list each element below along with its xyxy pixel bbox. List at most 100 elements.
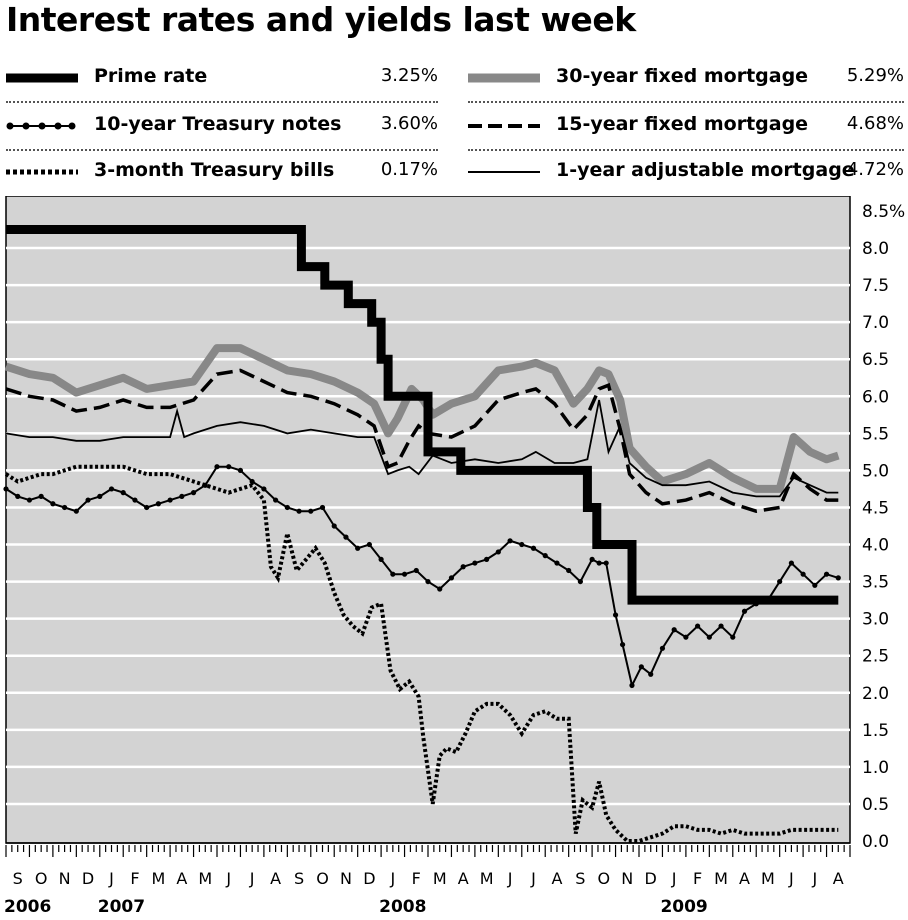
- x-tick-label: F: [130, 869, 139, 888]
- legend-swatch-m15: [468, 124, 540, 128]
- data-point-t10: [603, 560, 609, 566]
- data-point-t10: [638, 664, 644, 670]
- x-tick-label: O: [35, 869, 48, 888]
- x-tick-label: J: [671, 869, 677, 888]
- legend-label-arm1: 1-year adjustable mortgage: [556, 159, 855, 181]
- data-point-t10: [823, 571, 830, 577]
- series-line-m30: [4, 344, 840, 493]
- x-tick-label: D: [645, 869, 657, 888]
- data-point-t10: [484, 556, 490, 562]
- data-point-t10: [85, 497, 91, 503]
- legend-value-t3m: 0.17%: [380, 159, 438, 180]
- data-point-t10: [108, 486, 115, 492]
- x-tick-label: J: [811, 869, 817, 888]
- data-point-t10: [800, 571, 806, 577]
- legend-label-prime: Prime rate: [94, 65, 208, 87]
- legend-label-m15: 15-year fixed mortgage: [556, 113, 809, 135]
- data-point-t10: [331, 523, 337, 529]
- data-point-t10: [542, 553, 548, 559]
- legend-divider: [468, 101, 904, 103]
- data-point-t10: [15, 493, 21, 499]
- plot-background: [5, 196, 851, 844]
- data-point-t10: [284, 504, 290, 511]
- y-tick-label: 2.5: [862, 647, 889, 667]
- legend-value-prime: 3.25%: [380, 65, 438, 86]
- data-point-t10: [788, 560, 794, 566]
- data-point-t10: [167, 497, 173, 503]
- legend-label-t3m: 3-month Treasury bills: [94, 159, 335, 181]
- chart-title: Interest rates and yields last week: [6, 0, 636, 39]
- data-point-t10: [343, 534, 349, 540]
- data-point-t10: [226, 464, 232, 470]
- x-tick-label: A: [739, 869, 750, 888]
- data-point-t10: [730, 634, 736, 640]
- data-point-t10: [577, 578, 583, 585]
- data-point-t10: [73, 508, 79, 514]
- data-point-t10: [401, 571, 408, 577]
- data-point-t10: [190, 490, 197, 496]
- data-point-t10: [202, 482, 208, 488]
- data-point-t10: [695, 623, 701, 629]
- data-point-t10: [741, 608, 748, 614]
- x-tick-label: M: [198, 869, 212, 888]
- legend-item-t3m: 3-month Treasury bills 0.17%: [6, 150, 438, 194]
- legend-swatch-prime: [6, 73, 78, 83]
- x-tick-label: D: [82, 869, 94, 888]
- legend-item-m15: 15-year fixed mortgage 4.68%: [468, 104, 904, 148]
- y-tick-label: 1.5: [862, 721, 889, 741]
- data-point-t10: [237, 467, 244, 474]
- y-tick-label: 5.0: [862, 461, 889, 481]
- data-point-t10: [366, 541, 372, 548]
- data-point-t10: [495, 549, 501, 555]
- y-tick-label: 8.5%: [862, 202, 905, 222]
- data-point-t10: [448, 575, 455, 581]
- legend-item-t10: 10-year Treasury notes 3.60%: [6, 104, 438, 148]
- x-year-label: 2006: [4, 897, 51, 917]
- legend-swatch-t10: [6, 122, 76, 130]
- x-tick-label: A: [458, 869, 469, 888]
- series-line-t3m: [4, 464, 839, 843]
- x-year-label: 2008: [379, 897, 426, 917]
- data-point-t10: [718, 623, 724, 629]
- data-point-t10: [835, 575, 841, 581]
- legend-swatch-t3m: [6, 169, 78, 175]
- data-point-t10: [777, 578, 783, 585]
- data-point-t10: [155, 501, 161, 507]
- x-year-label: 2007: [98, 897, 145, 917]
- data-point-t10: [648, 671, 654, 677]
- data-point-t10: [50, 501, 56, 507]
- legend-item-arm1: 1-year adjustable mortgage 4.72%: [468, 150, 904, 194]
- data-point-t10: [62, 504, 68, 511]
- legend: Prime rate 3.25% 10-year Treasury notes …: [0, 56, 908, 196]
- x-tick-label: A: [551, 869, 562, 888]
- data-point-t10: [619, 641, 626, 648]
- x-tick-label: F: [693, 869, 702, 888]
- data-point-t10: [437, 586, 443, 592]
- x-tick-label: N: [340, 869, 352, 888]
- x-tick-label: J: [507, 869, 513, 888]
- x-year-label: 2009: [660, 897, 707, 917]
- y-tick-label: 1.0: [862, 758, 889, 778]
- x-tick-label: J: [108, 869, 114, 888]
- x-tick-label: S: [575, 869, 585, 888]
- x-tick-label: O: [316, 869, 329, 888]
- data-point-t10: [706, 634, 712, 640]
- y-tick-label: 6.5: [862, 350, 889, 370]
- data-point-t10: [530, 545, 537, 551]
- x-tick-label: S: [294, 869, 304, 888]
- legend-divider: [6, 149, 438, 151]
- x-tick-label: J: [225, 869, 231, 888]
- data-point-t10: [659, 645, 666, 651]
- data-point-t10: [261, 486, 267, 492]
- y-tick-label: 7.5: [862, 276, 889, 296]
- data-point-t10: [566, 567, 572, 574]
- x-tick-label: M: [151, 869, 165, 888]
- legend-value-m30: 5.29%: [846, 65, 904, 86]
- legend-item-m30: 30-year fixed mortgage 5.29%: [468, 56, 904, 100]
- data-point-t10: [671, 627, 677, 633]
- data-point-t10: [683, 634, 689, 640]
- y-tick-label: 3.0: [862, 610, 889, 630]
- y-tick-label: 3.5: [862, 573, 889, 593]
- x-tick-label: N: [621, 869, 633, 888]
- data-point-t10: [519, 541, 525, 548]
